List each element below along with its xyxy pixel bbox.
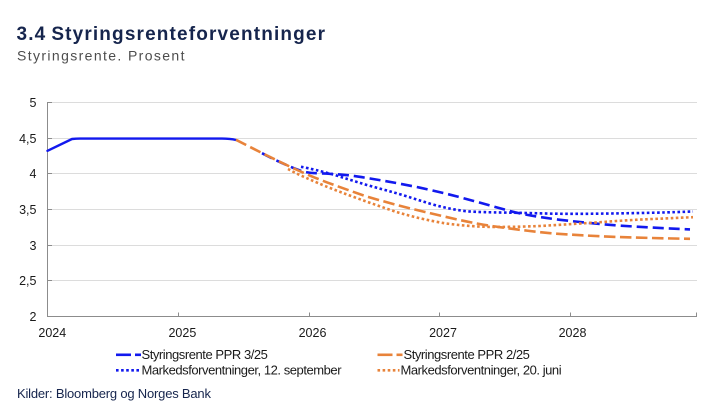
svg-text:Styringsrente PPR 3/25: Styringsrente PPR 3/25	[142, 347, 268, 362]
svg-text:Markedsforventninger, 20. juni: Markedsforventninger, 20. juni	[401, 362, 562, 377]
svg-text:2025: 2025	[168, 326, 196, 340]
svg-text:3,5: 3,5	[19, 203, 36, 217]
svg-text:2: 2	[30, 310, 37, 324]
svg-text:2028: 2028	[559, 326, 587, 340]
svg-text:Markedsforventninger, 12. sept: Markedsforventninger, 12. september	[142, 362, 343, 377]
svg-text:4: 4	[30, 167, 37, 181]
svg-text:5: 5	[30, 96, 37, 110]
svg-text:2024: 2024	[38, 326, 66, 340]
svg-text:2,5: 2,5	[19, 274, 36, 288]
svg-text:3.4 Styringsrenteforventninger: 3.4 Styringsrenteforventninger	[17, 24, 327, 45]
svg-text:Styringsrente. Prosent: Styringsrente. Prosent	[17, 48, 186, 64]
svg-text:3: 3	[30, 239, 37, 253]
svg-text:4,5: 4,5	[19, 132, 36, 146]
svg-text:Styringsrente PPR 2/25: Styringsrente PPR 2/25	[404, 347, 530, 362]
svg-text:2026: 2026	[299, 326, 327, 340]
svg-text:2027: 2027	[429, 326, 457, 340]
svg-text:Kilder: Bloomberg og Norges Ba: Kilder: Bloomberg og Norges Bank	[17, 386, 211, 401]
